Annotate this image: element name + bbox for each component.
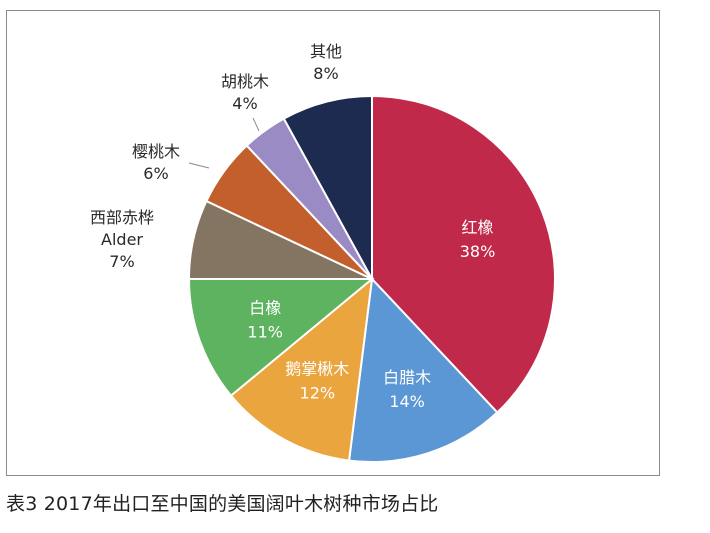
pie-slice-4 [187, 278, 375, 398]
slice-2-name-label: 白腊木 [383, 368, 431, 387]
slice-3-value-label: 12% [300, 383, 336, 402]
slice-1-name-label: 红橡 [461, 218, 493, 237]
slice-5-value-label: 7% [109, 252, 134, 271]
pie-chart: 红橡 38% 白腊木 14% 鹅掌楸木 12% 白橡 11% 西部赤桦 Alder 7% 樱桃木 6% 胡… [90, 42, 556, 463]
slice-7-name-label: 胡桃木 [221, 72, 269, 91]
slice-2-value-label: 14% [389, 392, 425, 411]
pie-slice-2 [347, 276, 499, 463]
chart-caption: 表3 2017年出口至中国的美国阔叶木树种市场占比 [6, 493, 439, 515]
pie-slice-8 [282, 94, 373, 280]
slice-5-name2-label: Alder [101, 230, 143, 249]
slice-3-name-label: 鹅掌楸木 [285, 359, 349, 378]
slice-4-name-label: 白橡 [249, 298, 281, 317]
slice-5-name-label: 西部赤桦 [90, 208, 154, 227]
slice-4-value-label: 11% [247, 322, 283, 341]
pie-slice-3 [229, 276, 374, 462]
slice-8-name-label: 其他 [310, 42, 342, 61]
slice-6-name-label: 樱桃木 [132, 142, 180, 161]
slice-6-value-label: 6% [143, 164, 168, 183]
slice-6-leader-line [188, 162, 210, 169]
slice-7-value-label: 4% [232, 94, 257, 113]
pie-slice-1 [371, 94, 556, 414]
chart-frame: 红橡 38% 白腊木 14% 鹅掌楸木 12% 白橡 11% 西部赤桦 Alder 7% 樱桃木 6% 胡… [6, 10, 660, 476]
slice-8-value-label: 8% [313, 64, 338, 83]
slice-1-value-label: 38% [460, 242, 496, 261]
slice-7-leader-line [252, 117, 260, 132]
